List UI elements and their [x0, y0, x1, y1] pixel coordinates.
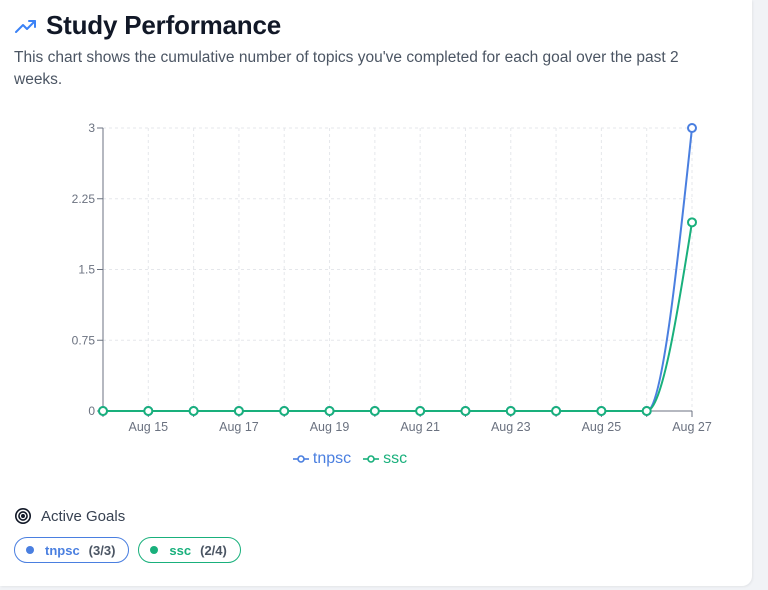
line-chart: 0 0.75 1.5 2.25 3 Aug 15 Aug 17 Aug 19 Aug 21 Aug… [72, 121, 712, 434]
x-tick-label: Aug 15 [128, 420, 168, 434]
data-point-ssc [233, 406, 244, 416]
trending-up-icon [15, 19, 36, 33]
legend-item-ssc[interactable]: ssc [363, 450, 407, 468]
x-tick-label: Aug 23 [491, 420, 531, 434]
x-tick-label: Aug 19 [310, 420, 350, 434]
goal-pill-ssc[interactable]: ssc (2/4) [138, 537, 241, 563]
data-point-ssc [324, 406, 335, 416]
chart-description: This chart shows the cumulative number o… [14, 49, 679, 88]
x-tick-label: Aug 17 [219, 420, 259, 434]
goal-progress: (2/4) [200, 542, 227, 558]
data-point-ssc [551, 406, 562, 416]
data-point-ssc [188, 406, 199, 416]
legend-item-tnpsc[interactable]: tnpsc [292, 450, 352, 468]
target-icon [14, 507, 32, 525]
data-point-ssc [460, 406, 471, 416]
y-tick-label: 0.75 [72, 333, 96, 347]
data-point-ssc [505, 406, 516, 416]
x-tick-label: Aug 27 [672, 420, 712, 434]
goal-progress: (3/3) [88, 542, 116, 558]
y-tick-label: 2.25 [72, 192, 96, 206]
data-point-ssc [369, 406, 380, 416]
x-tick-label: Aug 25 [582, 420, 622, 434]
goal-pill-tnpsc[interactable]: tnpsc (3/3) [14, 537, 130, 563]
page-title: Study Performance [46, 10, 282, 40]
data-point-ssc [596, 406, 607, 416]
legend-label: ssc [383, 450, 408, 467]
y-tick-label: 0 [88, 404, 95, 418]
data-point-tnpsc [687, 123, 697, 133]
data-point-ssc [641, 406, 652, 416]
active-goals-list: tnpsc (3/3) ssc (2/4) [14, 537, 241, 563]
legend-label: tnpsc [312, 450, 352, 467]
goal-color-dot [150, 546, 159, 554]
card-header: Study Performance [14, 10, 281, 41]
y-tick-label: 3 [88, 121, 95, 135]
goal-name: ssc [169, 542, 192, 558]
legend-line-icon [363, 455, 380, 463]
data-point-ssc [143, 406, 154, 416]
legend-line-icon [292, 455, 309, 463]
series-line-ssc [103, 222, 693, 412]
chart-legend: tnpsc ssc [0, 450, 700, 468]
x-tick-label: Aug 21 [400, 420, 440, 434]
y-tick-label: 1.5 [78, 263, 95, 277]
goal-color-dot [26, 546, 34, 554]
active-goals-heading: Active Goals [14, 507, 125, 525]
data-point-ssc [687, 217, 697, 228]
active-goals-title: Active Goals [41, 507, 126, 525]
goal-name: tnpsc [45, 542, 80, 558]
data-point-ssc [415, 406, 426, 416]
data-point-ssc [279, 406, 290, 416]
data-point-ssc [98, 406, 108, 416]
study-performance-card: Study Performance This chart shows the c… [0, 0, 752, 586]
